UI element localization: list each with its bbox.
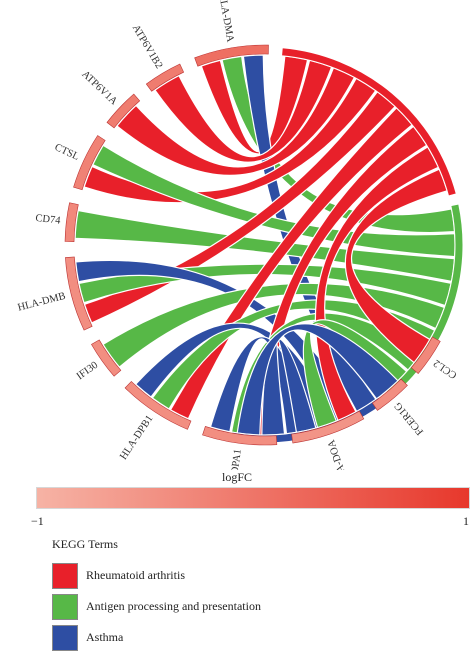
gene-arc-ctsl	[73, 135, 106, 191]
legend-label-rheumatoid-arthritis: Rheumatoid arthritis	[86, 568, 185, 582]
link-cd74-antigen-processing-and-presentation	[74, 209, 456, 283]
gene-label-ctsl: CTSL	[53, 142, 81, 163]
gene-label-hla-dpb1: HLA-DPB1	[118, 413, 155, 461]
gene-label-cd74: CD74	[35, 213, 62, 227]
gene-label-atp6v1a: ATP6V1A	[79, 69, 119, 108]
gene-arc-hla-dpb1	[124, 381, 192, 430]
gene-arc-fcer1g	[371, 378, 408, 411]
legend-label-antigen-processing: Antigen processing and presentation	[86, 599, 261, 613]
legend-swatch-rheumatoid-arthritis	[52, 563, 78, 589]
link-hla-dpb1-rheumatoid-arthritis	[169, 107, 413, 420]
gene-arc-hla-dma	[194, 44, 269, 67]
link-ifi30-antigen-processing-and-presentation	[102, 282, 446, 368]
chord-diagram: HLA-DMA ATP6V1B2 ATP6V1A CTSL CD74 HLA-DMB IFI…	[17, 0, 464, 470]
gene-arc-cd74	[64, 202, 79, 242]
link-atp6v1a-rheumatoid-arthritis	[116, 66, 356, 176]
gene-label-atp6v1b2: ATP6V1B2	[130, 23, 165, 71]
link-ctsl-rheumatoid-arthritis	[83, 77, 377, 204]
gene-label-hla-dpa1: HLA-DPA1	[226, 449, 243, 470]
legend-swatch-antigen-processing	[52, 594, 78, 620]
gene-arc-hla-dpa1	[202, 426, 278, 446]
gene-arc-ccl2	[410, 336, 441, 374]
gene-arc-atp6v1a	[106, 93, 141, 129]
chord-links	[74, 54, 456, 436]
logfc-color-bar	[36, 487, 470, 509]
gene-arc-hla-doa	[291, 410, 365, 444]
gene-arc-hla-dmb	[65, 256, 93, 331]
term-arc-rheumatoid-arthritis	[281, 47, 457, 197]
logfc-title: logFC	[221, 470, 252, 484]
legend-label-asthma: Asthma	[86, 630, 124, 644]
kegg-legend-title: KEGG Terms	[52, 537, 118, 551]
gene-label-ccl2: CCL2	[432, 357, 459, 381]
gene-label-ifi30: IFI30	[75, 360, 100, 382]
gene-label-hla-dma: HLA-DMA	[216, 0, 235, 43]
legend-swatch-asthma	[52, 625, 78, 651]
logfc-max-label: 1	[463, 514, 469, 528]
gene-arcs	[64, 44, 441, 446]
gene-label-hla-dmb: HLA-DMB	[17, 291, 67, 314]
gene-label-fcer1g: FCER1G	[392, 399, 426, 436]
logfc-min-label: −1	[31, 514, 44, 528]
gene-label-hla-doa: HLA-DOA	[326, 438, 352, 470]
gene-arc-atp6v1b2	[145, 63, 185, 92]
link-hla-dmb-rheumatoid-arthritis	[83, 90, 396, 324]
link-atp6v1b2-rheumatoid-arthritis	[154, 59, 333, 163]
gene-arc-ifi30	[91, 339, 122, 377]
